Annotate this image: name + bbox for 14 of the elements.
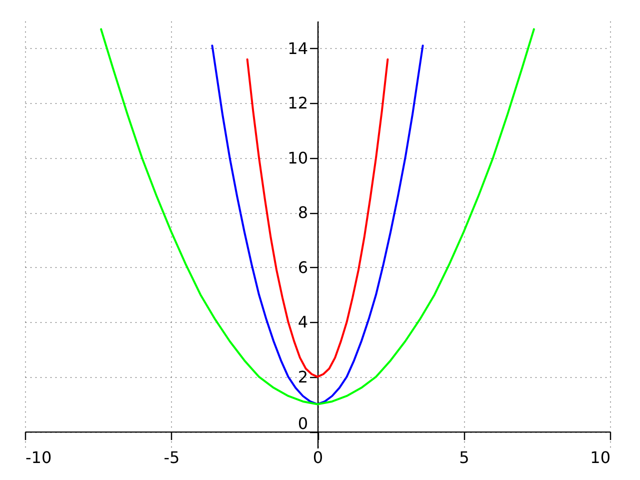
x-tick-label: 0 <box>312 448 324 468</box>
x-tick-label: 5 <box>459 448 470 468</box>
y-tick-label: 8 <box>298 203 308 222</box>
y-tick-label: 6 <box>298 258 308 277</box>
y-tick-label: 12 <box>288 94 308 113</box>
y-tick-label: 10 <box>288 148 308 168</box>
x-tick-label: 10 <box>590 448 610 468</box>
x-tick-label: -5 <box>164 448 180 468</box>
y-tick-label: 2 <box>298 367 308 386</box>
y-tick-label: 4 <box>298 312 308 332</box>
y-tick-label: 14 <box>288 38 308 58</box>
x-tick-label: -10 <box>26 448 52 468</box>
line-series <box>100 28 535 406</box>
y-tick-label: 0 <box>298 414 308 434</box>
